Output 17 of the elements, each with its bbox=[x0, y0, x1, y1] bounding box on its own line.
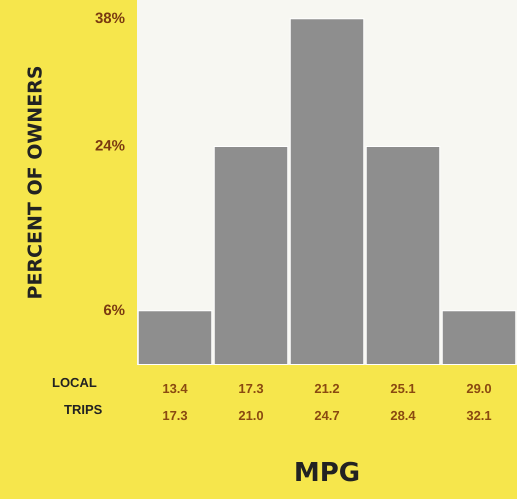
y-tick-label: 6% bbox=[103, 302, 125, 319]
text: LOCAL bbox=[52, 375, 97, 390]
y-tick-label: 38% bbox=[94, 10, 125, 27]
x-tick-label: 13.4 17.3 bbox=[162, 381, 188, 423]
y-tick-label: 24% bbox=[94, 138, 125, 154]
x-tick-label: 29.0 32.1 bbox=[466, 381, 492, 423]
bar bbox=[138, 310, 212, 365]
bar bbox=[214, 146, 288, 365]
x-axis-title: MPG bbox=[294, 458, 360, 488]
text: TRIPS bbox=[64, 402, 103, 417]
y-axis-title: PERCENT OF OWNERS bbox=[24, 66, 46, 300]
x-tick-label: 25.1 28.4 bbox=[390, 381, 416, 423]
x-tick-label: 17.3 21.0 bbox=[238, 381, 264, 423]
bar bbox=[366, 146, 440, 365]
bar bbox=[290, 18, 364, 365]
bar bbox=[442, 310, 516, 365]
x-tick-label: 21.2 24.7 bbox=[314, 381, 340, 423]
